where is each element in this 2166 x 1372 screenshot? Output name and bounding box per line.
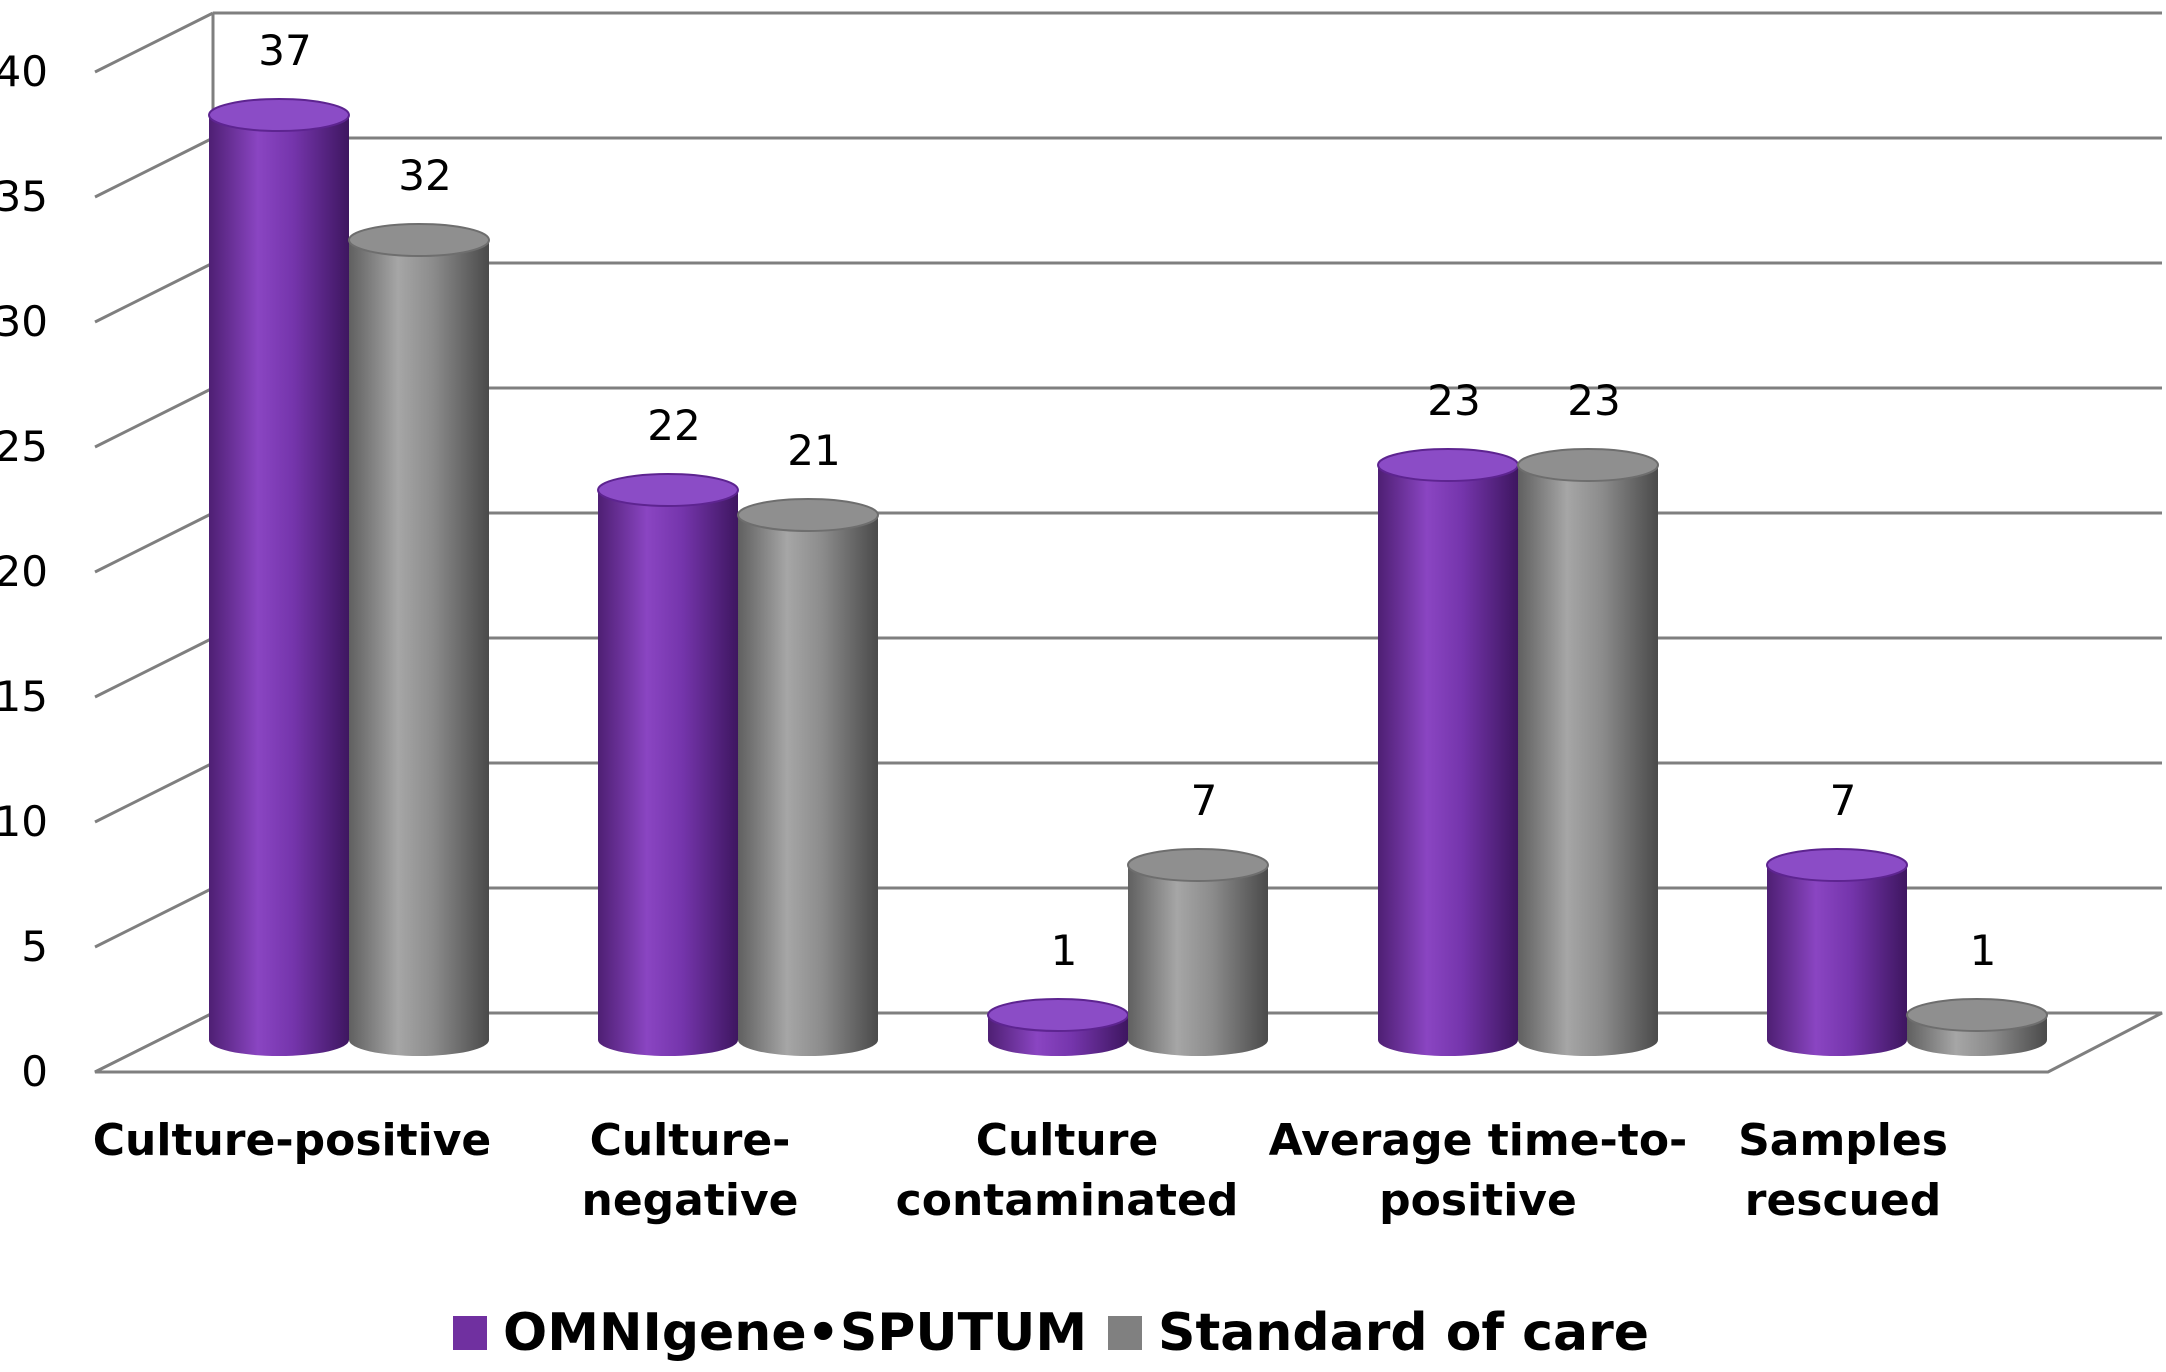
bar-cylinder	[1766, 848, 1908, 1056]
category-label: contaminated	[896, 1175, 1239, 1226]
axis-tick-connector	[94, 136, 214, 199]
bar-body	[1518, 465, 1658, 1056]
y-tick-label: 10	[0, 797, 48, 846]
data-label: 32	[398, 151, 451, 200]
bar-top	[208, 98, 350, 132]
category-label: Average time-to-	[1269, 1115, 1688, 1166]
y-tick-label: 40	[0, 47, 48, 96]
y-tick-label: 15	[0, 672, 48, 721]
bar-cylinder	[348, 223, 490, 1056]
axis-tick-connector	[94, 636, 214, 699]
data-label: 7	[1830, 776, 1857, 825]
bar-cylinder	[737, 498, 879, 1056]
category-label: Culture-positive	[93, 1115, 492, 1166]
axis-tick-connector	[94, 386, 214, 449]
bar-top	[348, 223, 490, 257]
bar-cylinder	[597, 473, 739, 1056]
y-tick-label: 25	[0, 422, 48, 471]
bar-top	[1377, 448, 1519, 482]
bar-body	[209, 115, 349, 1056]
bar-top	[987, 998, 1129, 1032]
bar-top	[1127, 848, 1269, 882]
data-label: 22	[647, 401, 700, 450]
bar-body	[598, 490, 738, 1056]
axis-tick-connector	[94, 11, 214, 74]
data-label: 1	[1051, 926, 1078, 975]
y-tick-label: 35	[0, 172, 48, 221]
bar-body	[738, 515, 878, 1056]
bar-body	[1378, 465, 1518, 1056]
bar-cylinder	[987, 998, 1129, 1056]
bar-top	[1766, 848, 1908, 882]
y-tick-label: 5	[21, 922, 48, 971]
bar-cylinder	[208, 98, 350, 1056]
category-label: Culture-	[590, 1115, 791, 1166]
axis-tick-connector	[94, 511, 214, 574]
bar-body	[1767, 865, 1907, 1056]
axis-tick-connector	[94, 886, 214, 949]
data-label: 21	[787, 426, 840, 475]
category-label: rescued	[1745, 1175, 1941, 1226]
axis-tick-connector	[94, 261, 214, 324]
bar-top	[1906, 998, 2048, 1032]
y-tick-label: 0	[21, 1047, 48, 1096]
bar-cylinder	[1127, 848, 1269, 1056]
legend-label: OMNIgene•SPUTUM	[503, 1303, 1087, 1363]
legend-swatch	[453, 1316, 487, 1350]
category-label: negative	[582, 1175, 799, 1226]
bar-top	[597, 473, 739, 507]
legend-label: Standard of care	[1158, 1303, 1649, 1363]
bar-cylinder	[1906, 998, 2048, 1056]
data-label: 7	[1191, 776, 1218, 825]
bar-top	[1517, 448, 1659, 482]
data-label: 23	[1567, 376, 1620, 425]
data-label: 1	[1970, 926, 1997, 975]
bar-cylinder	[1377, 448, 1519, 1056]
axis-tick-connector	[94, 761, 214, 824]
legend-swatch	[1108, 1316, 1142, 1350]
y-tick-label: 30	[0, 297, 48, 346]
bar-body	[1128, 865, 1268, 1056]
bar-cylinder	[1517, 448, 1659, 1056]
category-label: Samples	[1738, 1115, 1948, 1166]
bar-top	[737, 498, 879, 532]
data-label: 37	[258, 26, 311, 75]
data-label: 23	[1427, 376, 1480, 425]
category-label: positive	[1379, 1175, 1577, 1226]
y-tick-label: 20	[0, 547, 48, 596]
category-label: Culture	[976, 1115, 1159, 1166]
bar-body	[349, 240, 489, 1056]
